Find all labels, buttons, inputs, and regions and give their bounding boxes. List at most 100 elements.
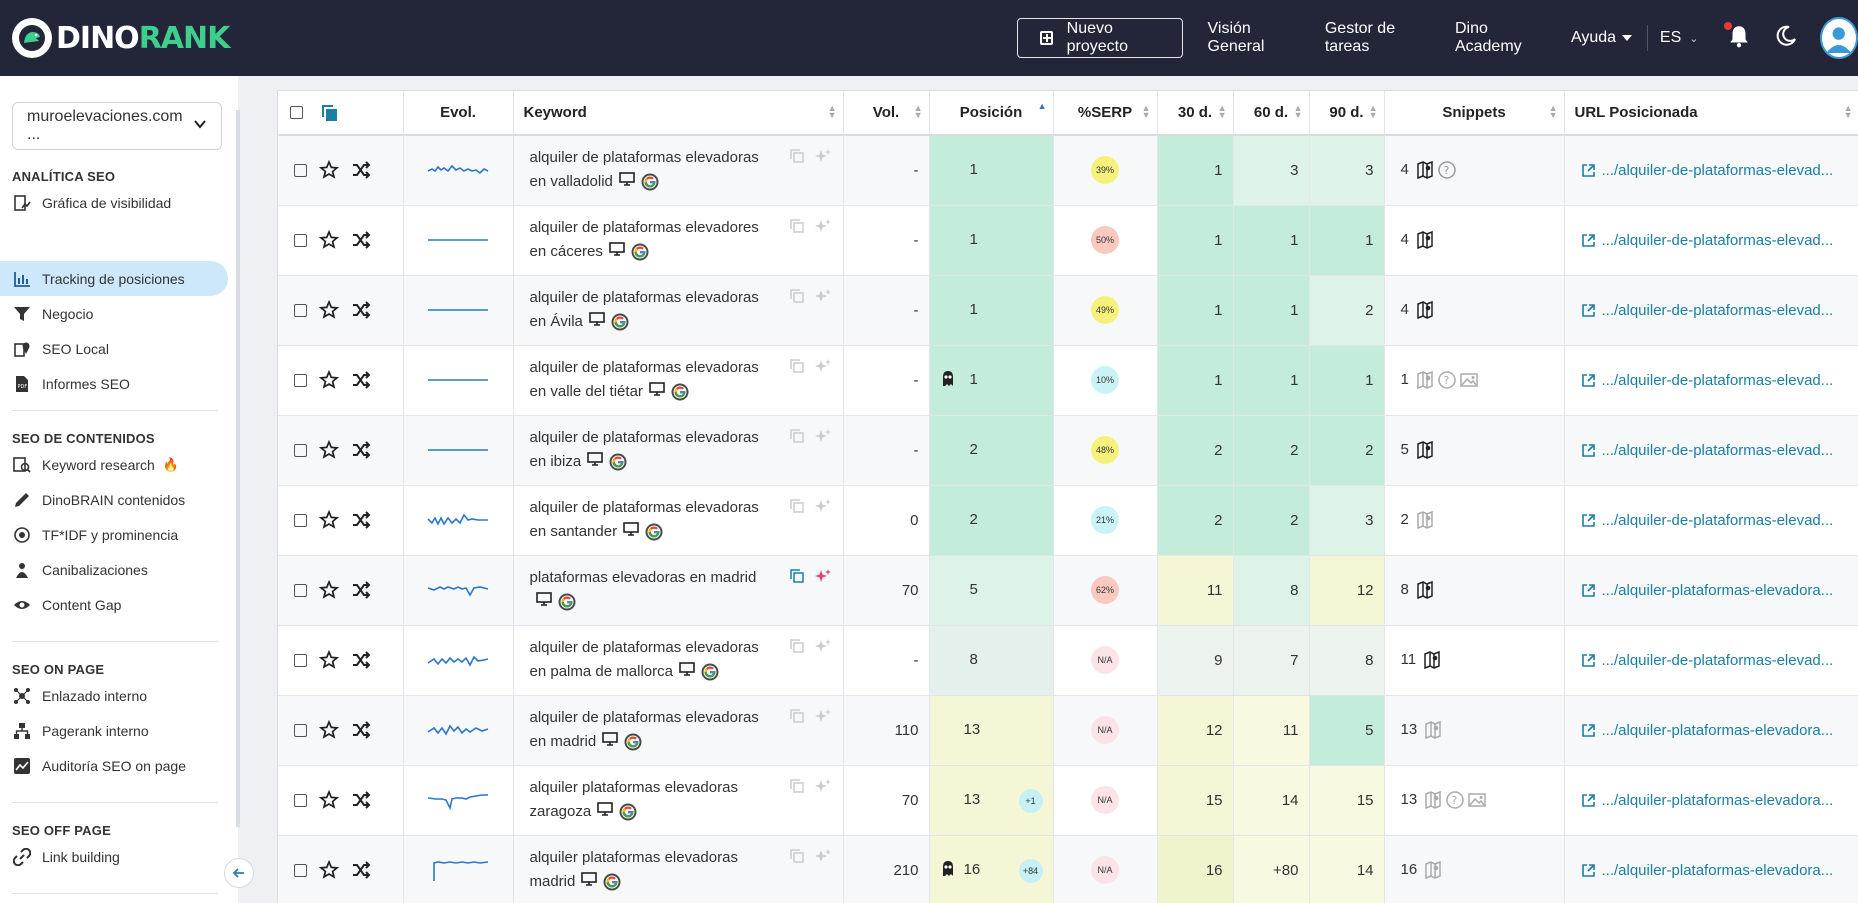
row-checkbox[interactable] [294, 793, 307, 807]
external-link-icon[interactable] [1581, 863, 1596, 878]
keyword-text-line2[interactable]: en madrid [529, 732, 597, 750]
sparkle-ai-icon[interactable] [814, 218, 831, 234]
table-row[interactable]: alquiler de plataformas elevadoras en va… [278, 135, 1858, 206]
star-icon[interactable] [319, 230, 339, 250]
shuffle-icon[interactable] [351, 650, 371, 670]
copy-keyword-icon[interactable] [789, 708, 805, 724]
row-checkbox[interactable] [294, 373, 307, 387]
table-row[interactable]: alquiler de plataformas elevadores en cá… [278, 205, 1858, 276]
keyword-text-line2[interactable]: en santander [529, 522, 618, 540]
star-icon[interactable] [319, 510, 339, 530]
ranked-url-cell[interactable]: .../alquiler-de-plataformas-elevad... [1564, 345, 1858, 416]
keyword-text[interactable]: alquiler plataformas elevadoras [529, 778, 738, 796]
copy-keyword-icon[interactable] [789, 358, 805, 374]
header-url[interactable]: URL Posicionada ▲ ▼ [1564, 91, 1858, 136]
row-checkbox[interactable] [294, 863, 307, 877]
header-keyword[interactable]: Keyword ▲ ▼ [513, 91, 844, 136]
table-row[interactable]: alquiler de plataformas elevadoras en pa… [278, 625, 1858, 696]
table-row[interactable]: plataformas elevadoras en madrid 70 5 62% 1… [278, 555, 1858, 626]
ranked-url-cell[interactable]: .../alquiler-de-plataformas-elevad... [1564, 205, 1858, 276]
row-checkbox[interactable] [294, 163, 307, 177]
external-link-icon[interactable] [1581, 303, 1596, 318]
table-row[interactable]: alquiler plataformas elevadoras madrid 21… [278, 835, 1858, 903]
select-all-checkbox[interactable] [290, 106, 303, 119]
evolution-sparkline[interactable] [403, 485, 514, 556]
shuffle-icon[interactable] [351, 160, 371, 180]
shuffle-icon[interactable] [351, 300, 371, 320]
sidebar-item-informes-seo[interactable]: PDF Informes SEO [0, 366, 228, 401]
star-icon[interactable] [319, 160, 339, 180]
external-link-icon[interactable] [1581, 163, 1596, 178]
star-icon[interactable] [319, 790, 339, 810]
table-row[interactable]: alquiler de plataformas elevadoras en ma… [278, 695, 1858, 766]
copy-keyword-icon[interactable] [789, 848, 805, 864]
external-link-icon[interactable] [1581, 583, 1596, 598]
sidebar-scrollbar[interactable] [236, 110, 240, 827]
row-checkbox[interactable] [294, 233, 307, 247]
nav-dino-academy[interactable]: Dino Academy [1454, 20, 1522, 55]
copy-keyword-icon[interactable] [789, 288, 805, 304]
table-row[interactable]: alquiler de plataformas elevadoras en sa… [278, 485, 1858, 556]
sidebar-item-seo-local[interactable]: SEO Local [0, 331, 228, 366]
keyword-text-line2[interactable]: en valladolid [529, 173, 613, 191]
keyword-text[interactable]: alquiler de plataformas elevadoras [529, 428, 759, 446]
copy-keyword-icon[interactable] [789, 218, 805, 234]
ranked-url-cell[interactable]: .../alquiler-de-plataformas-elevad... [1564, 275, 1858, 346]
ranked-url-link[interactable]: .../alquiler-plataformas-elevadora... [1601, 581, 1834, 599]
shuffle-icon[interactable] [351, 790, 371, 810]
sidebar-item-canibalizaciones[interactable]: Canibalizaciones [0, 552, 228, 587]
evolution-sparkline[interactable] [403, 835, 514, 903]
shuffle-icon[interactable] [351, 370, 371, 390]
table-row[interactable]: alquiler plataformas elevadoras zaragoza… [278, 765, 1858, 836]
evolution-sparkline[interactable] [403, 695, 514, 766]
header-evol[interactable]: Evol. [403, 91, 514, 136]
nav-gestor-tareas[interactable]: Gestor de tareas [1324, 20, 1396, 55]
sidebar-item-link-building[interactable]: Link building [0, 839, 228, 874]
sidebar-item-content-gap[interactable]: Content Gap [0, 587, 228, 622]
keyword-text[interactable]: alquiler de plataformas elevadoras [529, 708, 759, 726]
evolution-sparkline[interactable] [403, 765, 514, 836]
sparkle-ai-icon[interactable] [814, 568, 831, 584]
ranked-url-link[interactable]: .../alquiler-de-plataformas-elevad... [1601, 651, 1834, 669]
keyword-text[interactable]: plataformas elevadoras en madrid [529, 568, 757, 586]
sparkle-ai-icon[interactable] [814, 428, 831, 444]
keyword-text-line2[interactable]: madrid [529, 872, 576, 890]
row-checkbox[interactable] [294, 513, 307, 527]
ranked-url-link[interactable]: .../alquiler-plataformas-elevadora... [1601, 861, 1834, 879]
keyword-text[interactable]: alquiler de plataformas elevadoras [529, 638, 759, 656]
keyword-text[interactable]: alquiler de plataformas elevadoras [529, 498, 759, 516]
ranked-url-cell[interactable]: .../alquiler-de-plataformas-elevad... [1564, 485, 1858, 556]
ranked-url-cell[interactable]: .../alquiler-plataformas-elevadora... [1564, 765, 1858, 836]
keyword-text-line2[interactable]: zaragoza [529, 802, 592, 820]
keyword-text[interactable]: alquiler plataformas elevadoras [529, 848, 738, 866]
ranked-url-link[interactable]: .../alquiler-plataformas-elevadora... [1601, 721, 1834, 739]
sidebar-item-grafica-visibilidad[interactable]: Gráfica de visibilidad [0, 185, 228, 220]
notifications-button[interactable] [1724, 21, 1752, 54]
external-link-icon[interactable] [1581, 793, 1596, 808]
ranked-url-link[interactable]: .../alquiler-de-plataformas-elevad... [1601, 231, 1834, 249]
ranked-url-cell[interactable]: .../alquiler-plataformas-elevadora... [1564, 695, 1858, 766]
ranked-url-cell[interactable]: .../alquiler-de-plataformas-elevad... [1564, 625, 1858, 696]
keyword-text[interactable]: alquiler de plataformas elevadores [529, 218, 759, 236]
external-link-icon[interactable] [1581, 443, 1596, 458]
sparkle-ai-icon[interactable] [814, 148, 831, 164]
sidebar-item-tfidf[interactable]: TF*IDF y prominencia [0, 517, 228, 552]
keyword-text-line2[interactable]: en valle del tiétar [529, 382, 643, 400]
ranked-url-cell[interactable]: .../alquiler-de-plataformas-elevad... [1564, 415, 1858, 486]
ranked-url-cell[interactable]: .../alquiler-plataformas-elevadora... [1564, 555, 1858, 626]
shuffle-icon[interactable] [351, 440, 371, 460]
row-checkbox[interactable] [294, 653, 307, 667]
ranked-url-link[interactable]: .../alquiler-de-plataformas-elevad... [1601, 161, 1834, 179]
sparkle-ai-icon[interactable] [814, 288, 831, 304]
nav-vision-general[interactable]: Visión General [1207, 20, 1265, 55]
dark-mode-toggle[interactable] [1774, 24, 1798, 53]
copy-keyword-icon[interactable] [789, 498, 805, 514]
new-project-button[interactable]: Nuevo proyecto [1017, 18, 1183, 58]
help-menu[interactable]: Ayuda [1571, 29, 1633, 47]
row-checkbox[interactable] [294, 443, 307, 457]
header-90d[interactable]: 90 d. ▲ ▼ [1309, 91, 1385, 136]
sidebar-item-tracking-posiciones[interactable]: Tracking de posiciones [0, 261, 228, 296]
evolution-sparkline[interactable] [403, 555, 514, 626]
shuffle-icon[interactable] [351, 860, 371, 880]
keyword-text[interactable]: alquiler de plataformas elevadoras [529, 288, 759, 306]
